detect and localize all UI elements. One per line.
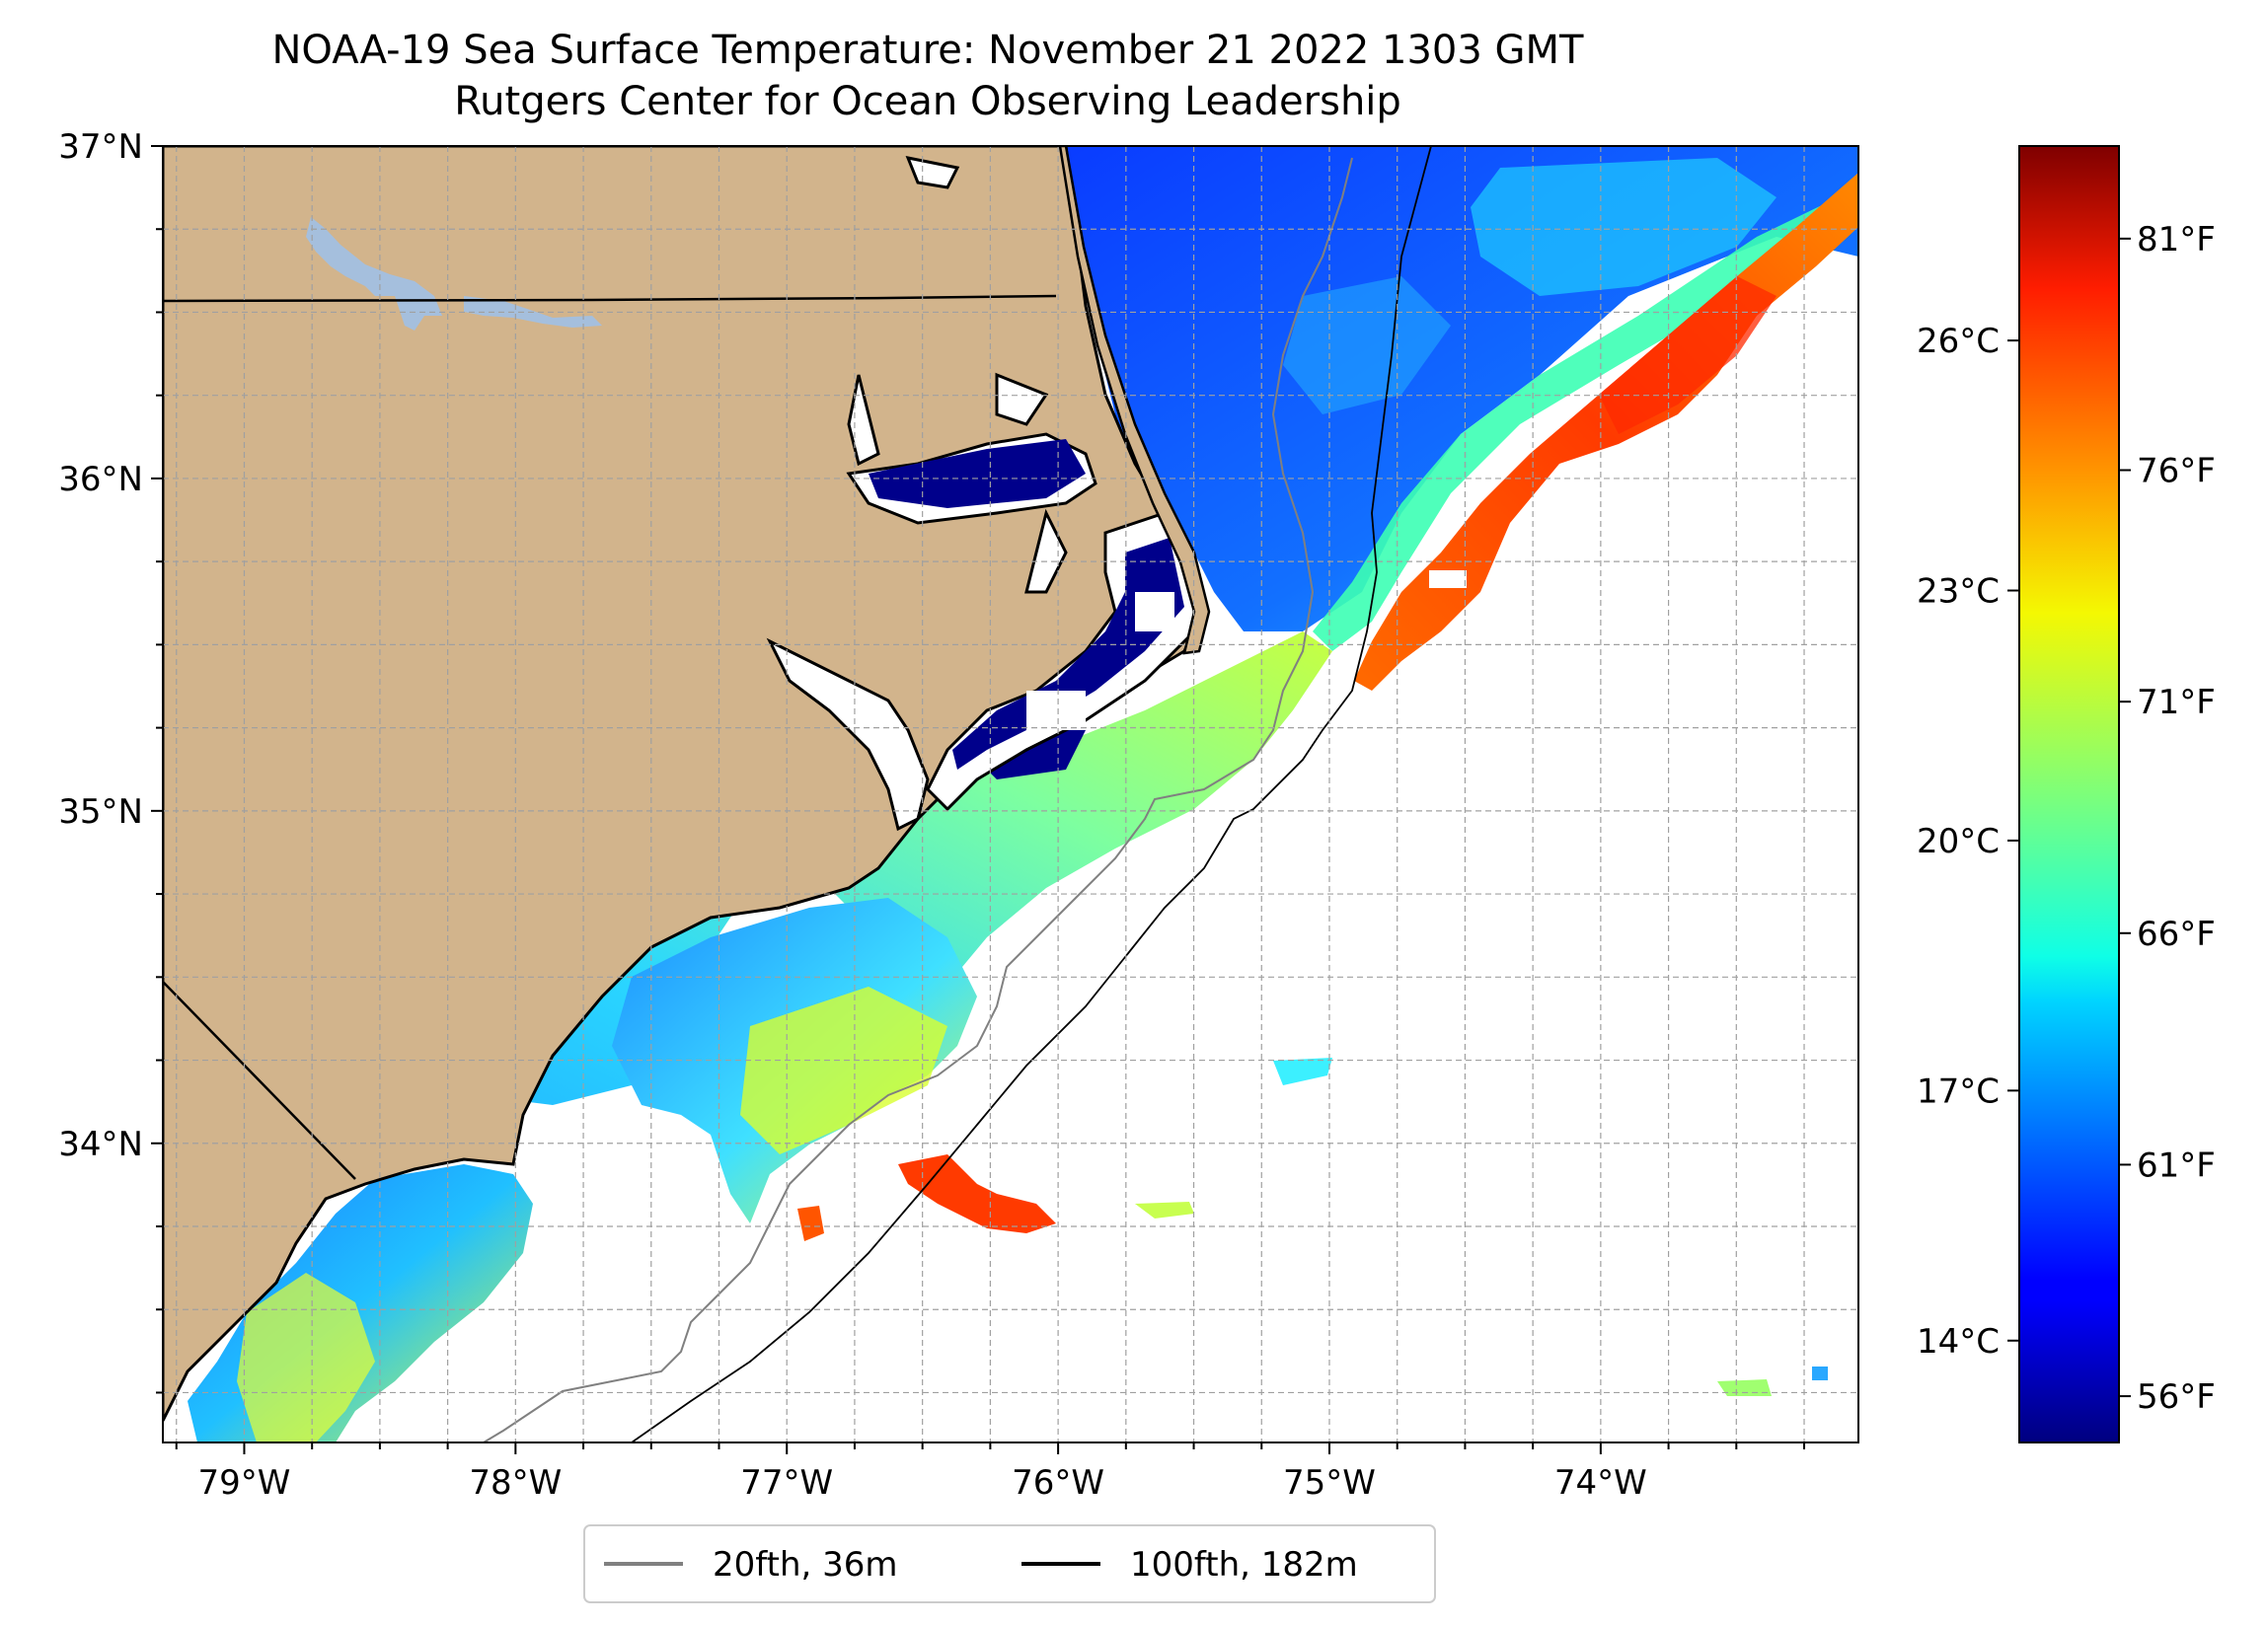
lon-tick-label: 75°W — [1283, 1463, 1376, 1503]
sst-long-bay-warm — [237, 1273, 375, 1442]
albemarle-sound-fill — [869, 439, 1086, 508]
kerr-lake — [306, 217, 442, 331]
lon-tick-label: 78°W — [469, 1463, 562, 1503]
pamlico-cloud-gap-2 — [1026, 691, 1086, 730]
lon-tick-label: 74°W — [1554, 1463, 1647, 1503]
pasquotank-river — [995, 372, 1049, 426]
legend-label-100fth: 100fth, 182m — [1130, 1545, 1358, 1585]
colorbar-label-f: 81°F — [2137, 220, 2216, 259]
colorbar-label-f: 66°F — [2137, 915, 2216, 954]
isobath-100fth — [631, 146, 1432, 1442]
map-title: NOAA-19 Sea Surface Temperature: Novembe… — [271, 28, 1584, 73]
colorbar-label-f: 56°F — [2137, 1377, 2216, 1417]
lon-tick-label: 77°W — [740, 1463, 833, 1503]
lat-tick-label: 36°N — [58, 460, 143, 499]
graticule — [163, 146, 1858, 1442]
sst-patch-2 — [1135, 1202, 1194, 1219]
colorbar-label-c: 23°C — [1917, 572, 2000, 612]
map-plot-area — [163, 146, 1858, 1442]
colorbar-label-c: 20°C — [1917, 822, 2000, 861]
nc-sc-border — [163, 981, 356, 1180]
legend-label-20fth: 20fth, 36m — [713, 1545, 898, 1585]
map-axis-ticks: 79°W 78°W 77°W 76°W 75°W 74°W 37°N 36°N 35°N 34°N — [58, 127, 1806, 1503]
colorbar-ticks: 81°F 76°F 71°F 66°F 61°F 56°F 26°C 23°C 20°C 17°C… — [1917, 220, 2216, 1417]
colorbar-label-c: 26°C — [1917, 322, 2000, 361]
colorbar-label-c: 17°C — [1917, 1072, 2000, 1111]
sst-patch-4 — [797, 1206, 824, 1241]
sst-patch-3 — [1273, 1058, 1332, 1085]
chesapeake-inlet — [905, 155, 960, 189]
sst-cloud-gap — [1429, 570, 1467, 588]
sst-warm-patch-1 — [898, 1154, 1056, 1233]
outer-banks — [1058, 146, 1211, 655]
chowan-river — [847, 374, 880, 467]
map-subtitle: Rutgers Center for Ocean Observing Leade… — [454, 79, 1401, 124]
colorbar-label-f: 71°F — [2137, 683, 2216, 722]
nc-va-border — [163, 294, 1057, 303]
legend-box — [583, 1524, 1436, 1603]
colorbar-label-f: 76°F — [2137, 452, 2216, 491]
lon-tick-label: 79°W — [198, 1463, 291, 1503]
lat-tick-label: 35°N — [58, 792, 143, 832]
lat-tick-label: 37°N — [58, 127, 143, 167]
sst-eddy-2 — [1283, 276, 1451, 414]
lat-tick-label: 34°N — [58, 1125, 143, 1164]
colorbar-gradient — [2018, 145, 2120, 1443]
legend: 20fth, 36m 100fth, 182m — [583, 1524, 1436, 1603]
alligator-river — [1024, 508, 1068, 594]
sst-gulf-stream-core — [1599, 276, 1777, 434]
sst-patch-5 — [1717, 1379, 1772, 1396]
sst-onslow-bay-warm — [740, 987, 947, 1154]
sst-cyan-eddy — [1471, 158, 1777, 296]
colorbar-label-f: 61°F — [2137, 1146, 2216, 1185]
neuse-river — [766, 637, 930, 832]
colorbar: 81°F 76°F 71°F 66°F 61°F 56°F 26°C 23°C 20°C 17°C… — [1917, 145, 2216, 1443]
pamlico-cloud-gap — [1135, 592, 1174, 631]
sst-patch-6 — [1812, 1367, 1828, 1380]
isobath-20fth — [483, 157, 1353, 1442]
map-frame — [162, 145, 1859, 1443]
colorbar-label-c: 14°C — [1917, 1322, 2000, 1362]
lon-tick-label: 76°W — [1012, 1463, 1104, 1503]
